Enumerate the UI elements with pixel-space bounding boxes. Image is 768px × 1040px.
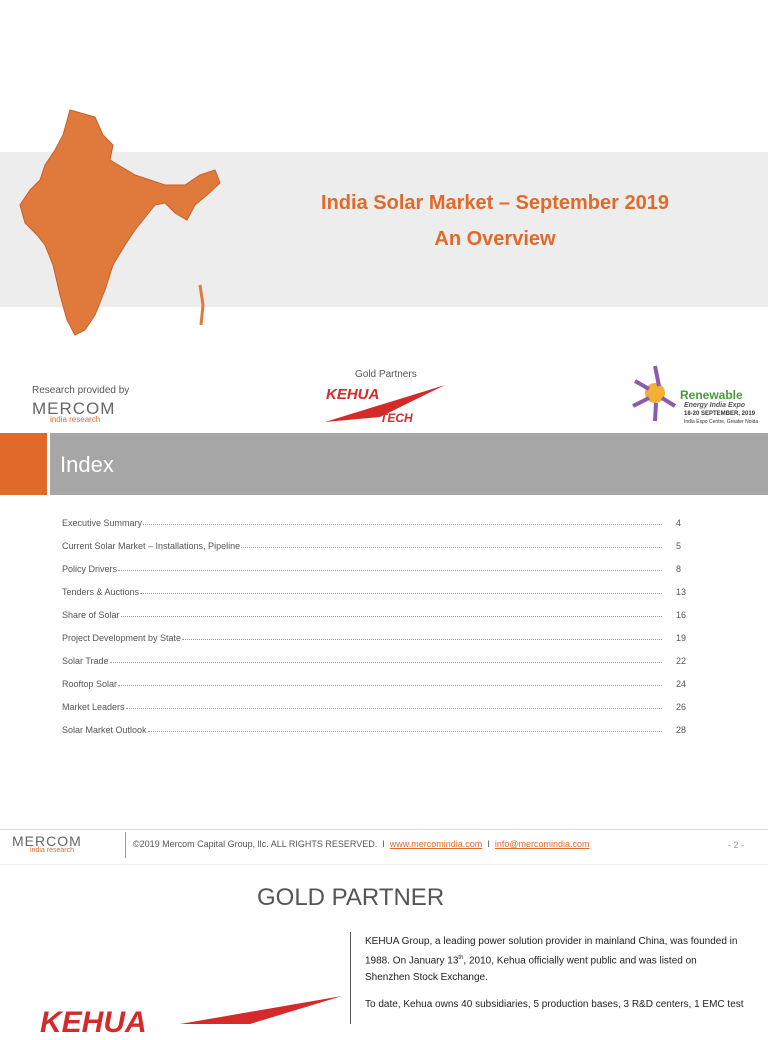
kehua-swoosh-large <box>180 996 342 1024</box>
mercom-sub: india research <box>50 415 101 424</box>
entry-label: Rooftop Solar <box>62 679 118 689</box>
entry-label: Current Solar Market – Installations, Pi… <box>62 541 241 551</box>
research-label: Research provided by <box>32 385 130 396</box>
footer-divider <box>125 832 126 858</box>
page-number: - 2 - <box>728 840 745 850</box>
title: India Solar Market – September 2019 <box>321 192 669 214</box>
kehua-logo: KEHUA <box>326 386 380 403</box>
section-title: GOLD PARTNER <box>257 884 445 911</box>
entry-label: Executive Summary <box>62 518 143 528</box>
expo-date: 18-20 SEPTEMBER, 2019 <box>684 411 756 417</box>
footer-mercom-sub: india research <box>30 847 74 854</box>
dot-leader <box>147 731 662 732</box>
expo-sub: Energy India Expo <box>684 402 746 409</box>
entry-page: 19 <box>676 633 687 643</box>
paragraph: KEHUA Group, a leading power solution pr… <box>365 933 740 986</box>
expo-name: Renewable <box>680 388 743 402</box>
mercom-logo: MERCOM <box>32 399 116 418</box>
footer-rule <box>0 829 768 830</box>
entry-label: Market Leaders <box>62 702 125 712</box>
index-entry: Solar Market Outlook 28 <box>62 721 686 735</box>
dot-leader <box>140 593 662 594</box>
entry-label: Tenders & Auctions <box>62 587 140 597</box>
text: , 2010, Kehua officially went public and… <box>365 955 697 984</box>
expo-venue: India Expo Centre, Greater Noida <box>684 419 759 425</box>
index-entry: Policy Drivers 8 <box>62 560 686 574</box>
entry-page: 4 <box>676 518 682 528</box>
entry-label: Policy Drivers <box>62 564 118 574</box>
website-link[interactable]: www.mercomindia.com <box>389 839 483 849</box>
email-link[interactable]: info@mercomindia.com <box>494 839 590 849</box>
dot-leader <box>182 639 662 640</box>
separator: I <box>382 839 385 849</box>
dot-leader <box>143 524 662 525</box>
dot-leader <box>109 662 662 663</box>
page-break <box>0 864 768 865</box>
index-entry: Solar Trade 22 <box>62 652 686 666</box>
kehua-sub: TECH <box>380 411 413 425</box>
index-bar <box>50 433 768 495</box>
index-entry: Executive Summary 4 <box>62 514 686 528</box>
subtitle: An Overview <box>434 228 556 250</box>
separator: I <box>487 839 490 849</box>
footer-text: ©2019 Mercom Capital Group, llc. ALL RIG… <box>133 839 590 849</box>
dot-leader <box>118 685 662 686</box>
expo-flower <box>632 365 677 422</box>
paragraph: To date, Kehua owns 40 subsidiaries, 5 p… <box>365 999 744 1010</box>
dot-leader <box>120 616 662 617</box>
entry-page: 24 <box>676 679 687 689</box>
india-map <box>19 109 221 336</box>
kehua-logo-large: KEHUA <box>40 1006 147 1039</box>
dot-leader <box>241 547 662 548</box>
entry-page: 13 <box>676 587 687 597</box>
kehua-swoosh <box>325 385 445 422</box>
index-entry: Rooftop Solar 24 <box>62 675 686 689</box>
text: KEHUA Group, a leading power solution pr… <box>365 936 738 967</box>
dot-leader <box>125 708 662 709</box>
entry-page: 22 <box>676 656 687 666</box>
footer-mercom: MERCOM <box>12 833 82 849</box>
index-accent <box>0 433 47 495</box>
index-entry: Tenders & Auctions 13 <box>62 583 686 597</box>
index-entry: Project Development by State 19 <box>62 629 686 643</box>
index-entry: Current Solar Market – Installations, Pi… <box>62 537 686 551</box>
superscript: th <box>458 955 464 961</box>
entry-label: Solar Trade <box>62 656 109 666</box>
entry-page: 8 <box>676 564 682 574</box>
entry-label: Solar Market Outlook <box>62 725 147 735</box>
index-entry: Share of Solar 16 <box>62 606 686 620</box>
copyright: ©2019 Mercom Capital Group, llc. ALL RIG… <box>133 839 378 849</box>
entry-page: 5 <box>676 541 682 551</box>
entry-page: 26 <box>676 702 687 712</box>
entry-label: Project Development by State <box>62 633 182 643</box>
index-title: Index <box>60 452 114 477</box>
entry-page: 28 <box>676 725 687 735</box>
gold-label: Gold Partners <box>355 369 417 380</box>
text-rule <box>350 932 351 1024</box>
entry-label: Share of Solar <box>62 610 120 620</box>
entry-page: 16 <box>676 610 687 620</box>
index-entry: Market Leaders 26 <box>62 698 686 712</box>
dot-leader <box>118 570 662 571</box>
